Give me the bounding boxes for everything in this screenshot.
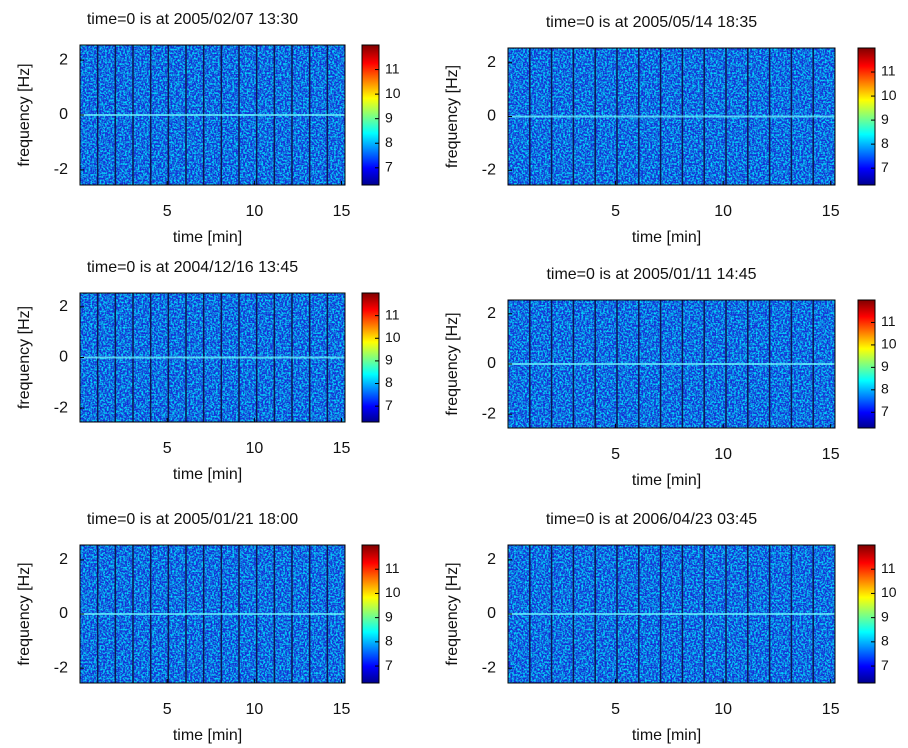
x-tick-label: 15	[822, 203, 840, 220]
panel: time=0 is at 2005/02/07 13:305 10 1520-2ti…	[16, 11, 401, 246]
x-tick-label: 10	[245, 203, 263, 220]
x-tick-label: 15	[822, 701, 840, 718]
y-axis-label: frequency [Hz]	[16, 306, 33, 409]
y-tick-label: 2	[59, 298, 68, 315]
colorbar-tick-label: 11	[385, 560, 400, 576]
x-tick-label: 5	[163, 440, 172, 457]
colorbar-tick-label: 8	[385, 134, 393, 150]
colorbar-tick-label: 10	[385, 584, 401, 600]
y-tick-label: -2	[482, 405, 496, 422]
panel-title: time=0 is at 2004/12/16 13:45	[87, 259, 298, 276]
y-tick-label: 0	[59, 349, 68, 366]
colorbar-tick-label: 8	[881, 633, 889, 649]
panel: time=0 is at 2005/01/11 14:455 10 1520-2ti…	[444, 266, 897, 489]
colorbar-tick-label: 8	[385, 374, 393, 390]
y-tick-label: 0	[59, 605, 68, 622]
x-tick-label: 5	[611, 203, 620, 220]
y-tick-label: 2	[487, 551, 496, 568]
x-tick-label: 15	[822, 446, 840, 463]
colorbar-tick-label: 11	[881, 560, 896, 576]
x-tick-label: 15	[333, 440, 351, 457]
x-axis-label: time [min]	[632, 472, 701, 489]
x-axis-label: time [min]	[173, 727, 242, 744]
y-tick-label: 2	[487, 305, 496, 322]
y-axis-label: frequency [Hz]	[444, 65, 461, 168]
y-axis-label: frequency [Hz]	[16, 562, 33, 665]
y-tick-label: 0	[487, 355, 496, 372]
colorbar-tick-label: 10	[881, 87, 897, 103]
colorbar	[361, 544, 380, 684]
y-tick-label: 0	[487, 108, 496, 125]
colorbar-tick-label: 9	[881, 358, 889, 374]
x-tick-label: 10	[245, 440, 263, 457]
colorbar-tick-label: 11	[881, 313, 896, 329]
colorbar-tick-label: 9	[385, 608, 393, 624]
x-tick-label: 10	[714, 203, 732, 220]
panel-title: time=0 is at 2006/04/23 03:45	[546, 511, 757, 528]
panel-title: time=0 is at 2005/01/11 14:45	[546, 266, 756, 283]
x-tick-label: 15	[333, 203, 351, 220]
colorbar-tick-label: 8	[881, 381, 889, 397]
colorbar-tick-label: 11	[385, 306, 400, 322]
y-tick-label: -2	[54, 659, 68, 676]
colorbar	[857, 299, 876, 429]
colorbar-tick-label: 9	[385, 352, 393, 368]
panel: time=0 is at 2006/04/23 03:455 10 1520-2ti…	[444, 511, 897, 744]
x-axis-label: time [min]	[173, 466, 242, 483]
y-axis-label: frequency [Hz]	[16, 63, 33, 166]
colorbar	[361, 44, 380, 186]
colorbar-tick-label: 10	[385, 329, 401, 345]
panel-title: time=0 is at 2005/05/14 18:35	[546, 14, 757, 31]
colorbar-tick-label: 9	[881, 608, 889, 624]
y-axis-label: frequency [Hz]	[444, 312, 461, 415]
panel-title: time=0 is at 2005/02/07 13:30	[87, 11, 298, 28]
colorbar-tick-label: 7	[881, 403, 889, 419]
panel: time=0 is at 2004/12/16 13:455 10 1520-2ti…	[16, 259, 401, 483]
y-tick-label: -2	[54, 399, 68, 416]
colorbar-tick-label: 9	[385, 109, 393, 125]
x-axis-label: time [min]	[632, 229, 701, 246]
colorbar	[361, 292, 380, 423]
colorbar	[857, 47, 876, 186]
colorbar-tick-label: 11	[385, 60, 400, 76]
colorbar-tick-label: 10	[385, 85, 401, 101]
colorbar-tick-label: 7	[385, 397, 393, 413]
x-tick-label: 5	[611, 701, 620, 718]
colorbar	[857, 544, 876, 684]
y-tick-label: 2	[59, 551, 68, 568]
colorbar-tick-label: 7	[881, 657, 889, 673]
x-tick-label: 5	[611, 446, 620, 463]
y-tick-label: 0	[487, 605, 496, 622]
x-tick-label: 10	[714, 701, 732, 718]
colorbar-tick-label: 7	[881, 159, 889, 175]
y-tick-label: 2	[59, 51, 68, 68]
colorbar-tick-label: 11	[881, 63, 896, 79]
x-tick-label: 5	[163, 203, 172, 220]
x-axis-label: time [min]	[632, 727, 701, 744]
y-tick-label: -2	[54, 161, 68, 178]
colorbar-tick-label: 7	[385, 657, 393, 673]
colorbar-tick-label: 8	[385, 633, 393, 649]
colorbar-tick-label: 8	[881, 135, 889, 151]
x-tick-label: 5	[163, 701, 172, 718]
colorbar-tick-label: 10	[881, 336, 897, 352]
colorbar-tick-label: 10	[881, 584, 897, 600]
y-tick-label: -2	[482, 659, 496, 676]
panel-title: time=0 is at 2005/01/21 18:00	[87, 511, 298, 528]
x-axis-label: time [min]	[173, 229, 242, 246]
panel: time=0 is at 2005/05/14 18:355 10 1520-2ti…	[444, 14, 897, 246]
y-tick-label: 0	[59, 106, 68, 123]
x-tick-label: 10	[714, 446, 732, 463]
x-tick-label: 10	[245, 701, 263, 718]
panel: time=0 is at 2005/01/21 18:005 10 1520-2ti…	[16, 511, 401, 744]
colorbar-tick-label: 7	[385, 159, 393, 175]
y-tick-label: 2	[487, 54, 496, 71]
y-axis-label: frequency [Hz]	[444, 562, 461, 665]
x-tick-label: 15	[333, 701, 351, 718]
colorbar-tick-label: 9	[881, 111, 889, 127]
y-tick-label: -2	[482, 161, 496, 178]
